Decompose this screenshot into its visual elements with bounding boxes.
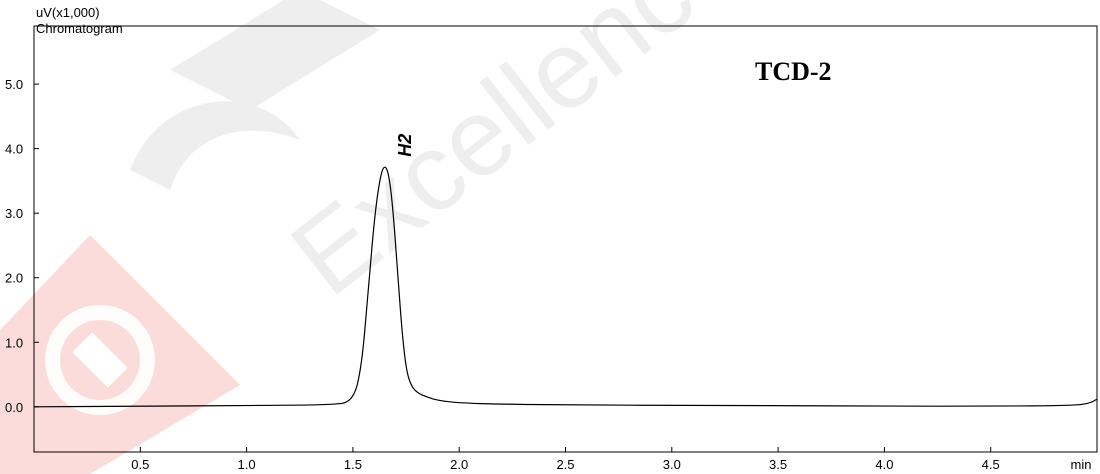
y-tick-label: 2.0 xyxy=(5,271,23,286)
y-axis-ticks: 0.0 1.0 2.0 3.0 4.0 5.0 xyxy=(5,77,39,415)
series-group xyxy=(33,166,1098,408)
y-tick-label: 4.0 xyxy=(5,142,23,157)
x-tick-label: 3.0 xyxy=(663,457,681,472)
panel-title: TCD-2 xyxy=(755,57,832,86)
x-axis-unit-label: min xyxy=(1071,457,1092,472)
x-tick-label: 4.5 xyxy=(982,457,1000,472)
x-axis-ticks: 0.5 1.0 1.5 2.0 2.5 3.0 3.5 4.0 4.5 xyxy=(131,447,1000,472)
y-tick-label: 1.0 xyxy=(5,335,23,350)
x-tick-label: 0.5 xyxy=(131,457,149,472)
x-tick-label: 1.0 xyxy=(238,457,256,472)
x-tick-label: 2.5 xyxy=(556,457,574,472)
peak-label-h2: H2 xyxy=(395,134,415,157)
watermark-logo xyxy=(0,0,380,474)
watermark: Excellence xyxy=(0,0,764,474)
x-tick-label: 1.5 xyxy=(344,457,362,472)
x-tick-label: 4.0 xyxy=(875,457,893,472)
y-tick-label: 5.0 xyxy=(5,77,23,92)
y-tick-label: 3.0 xyxy=(5,206,23,221)
chart-name-label: Chromatogram xyxy=(36,21,123,36)
y-tick-label: 0.0 xyxy=(5,400,23,415)
x-tick-label: 3.5 xyxy=(769,457,787,472)
x-tick-label: 2.0 xyxy=(450,457,468,472)
chromatogram-trace xyxy=(33,166,1098,408)
y-axis-unit-label: uV(x1,000) xyxy=(36,5,100,20)
